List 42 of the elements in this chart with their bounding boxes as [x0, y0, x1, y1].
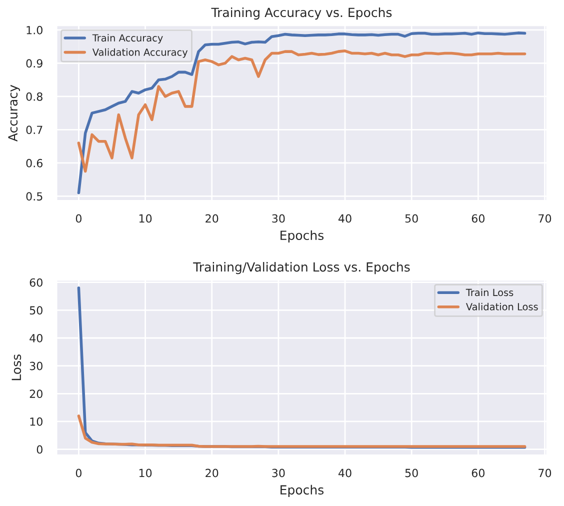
- y-tick-label: 0.6: [26, 158, 43, 168]
- legend-label: Train Accuracy: [92, 34, 163, 44]
- legend-label: Validation Loss: [466, 302, 538, 310]
- x-tick-label: 40: [338, 214, 352, 223]
- y-tick-label: 60: [30, 278, 42, 287]
- y-tick-label: 0.5: [26, 192, 42, 201]
- x-tick-label: 30: [272, 214, 285, 223]
- x-axis-title: Epochs: [280, 484, 324, 497]
- y-axis-title: Loss: [12, 354, 22, 380]
- x-tick-label: 10: [139, 214, 152, 223]
- y-tick-label: 30: [30, 362, 42, 370]
- y-tick-label: 40: [30, 334, 42, 342]
- y-tick-label: 0.8: [26, 92, 42, 101]
- y-tick-label: 0.9: [26, 59, 42, 68]
- chart-title: Training Accuracy vs. Epochs: [211, 7, 392, 20]
- line-series: [77, 50, 526, 173]
- x-tick-label: 60: [472, 468, 485, 478]
- line-series: [77, 32, 526, 194]
- chart-title: Training/Validation Loss vs. Epochs: [193, 262, 410, 274]
- x-tick-label: 40: [338, 468, 352, 478]
- x-tick-label: 50: [405, 468, 418, 478]
- x-tick-label: 70: [538, 468, 552, 478]
- legend-label: Train Loss: [466, 288, 514, 296]
- y-tick-label: 0: [36, 445, 42, 454]
- x-tick-label: 0: [76, 468, 82, 478]
- y-tick-label: 20: [30, 390, 42, 398]
- y-tick-label: 50: [30, 306, 42, 315]
- y-tick-label: 10: [30, 417, 42, 426]
- x-tick-label: 10: [139, 468, 152, 478]
- x-tick-label: 20: [206, 468, 218, 478]
- y-axis-title: Accuracy: [8, 84, 20, 142]
- y-tick-label: 1.0: [26, 26, 42, 34]
- x-tick-label: 30: [272, 468, 285, 478]
- x-tick-label: 60: [472, 214, 485, 223]
- legend-label: Validation Accuracy: [92, 48, 188, 58]
- line-series: [77, 414, 526, 448]
- x-axis-title: Epochs: [280, 230, 324, 242]
- x-tick-label: 0: [76, 214, 82, 223]
- x-tick-label: 70: [538, 214, 552, 223]
- x-tick-label: 20: [206, 214, 218, 223]
- y-tick-label: 0.7: [26, 126, 42, 134]
- x-tick-label: 50: [405, 214, 418, 223]
